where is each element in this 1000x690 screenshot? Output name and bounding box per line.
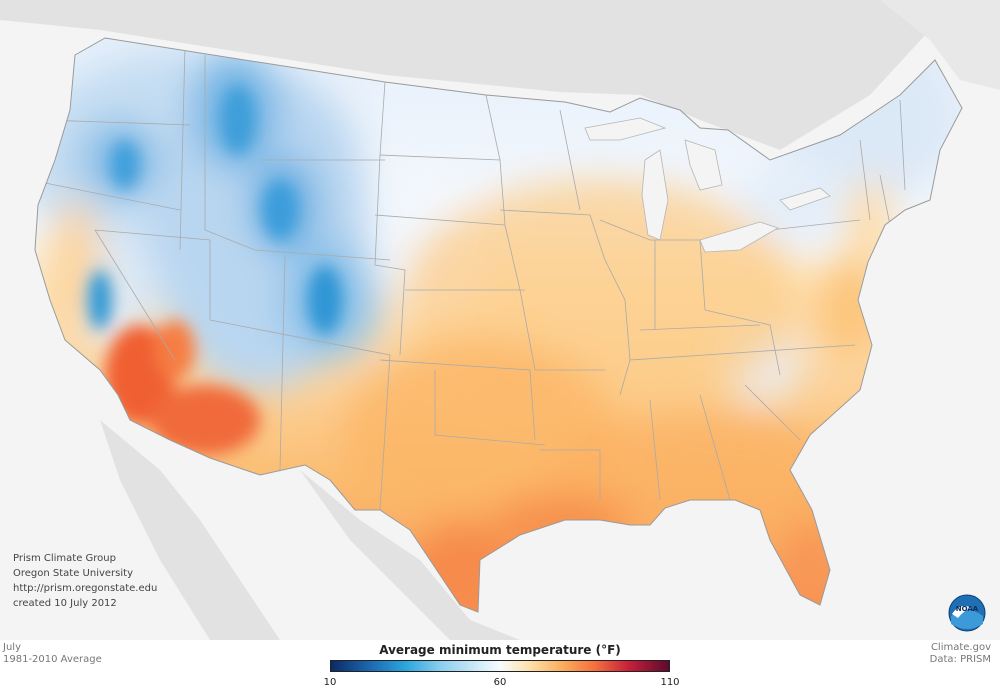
normal-period-label: 1981-2010 Average bbox=[3, 654, 102, 665]
footer: July 1981-2010 Average Average minimum t… bbox=[0, 640, 1000, 690]
logo-text: NOAA bbox=[956, 605, 979, 613]
climate-gov-credit[interactable]: Climate.gov bbox=[930, 642, 991, 653]
map-svg bbox=[0, 0, 1000, 640]
source-created-date: created 10 July 2012 bbox=[13, 598, 117, 609]
us-outline bbox=[34, 37, 963, 613]
legend-title: Average minimum temperature (°F) bbox=[379, 643, 621, 657]
legend-tick-2: 110 bbox=[660, 677, 680, 688]
surrounding-land bbox=[0, 0, 1000, 640]
legend-tick-1: 60 bbox=[493, 677, 507, 688]
state-borders bbox=[35, 44, 906, 511]
noaa-logo-icon: NOAA bbox=[948, 594, 986, 632]
legend-color-bar bbox=[330, 660, 670, 672]
data-credit: Data: PRISM bbox=[929, 654, 991, 665]
source-line-1: Prism Climate Group bbox=[13, 553, 116, 564]
month-label: July bbox=[3, 642, 21, 653]
temperature-map bbox=[0, 0, 1000, 640]
great-lakes bbox=[584, 117, 831, 253]
legend-tick-0: 10 bbox=[323, 677, 337, 688]
source-link[interactable]: http://prism.oregonstate.edu bbox=[13, 583, 158, 594]
source-line-2: Oregon State University bbox=[13, 568, 133, 579]
